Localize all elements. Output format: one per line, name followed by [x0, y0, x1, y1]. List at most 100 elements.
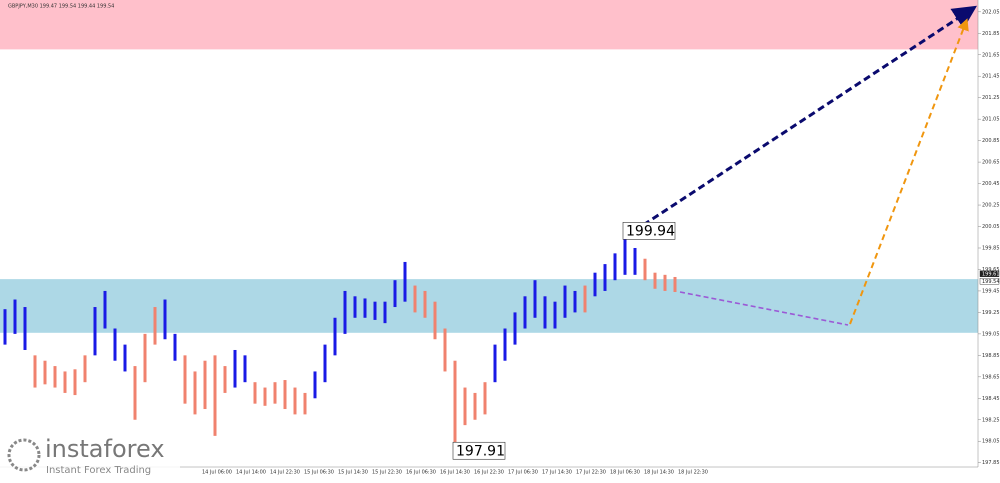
price-bar: [3, 309, 7, 345]
price-bar: [463, 387, 467, 426]
y-tick-label: 197.85: [982, 460, 1000, 466]
price-bar: [483, 382, 487, 415]
y-tick-label: 200.85: [982, 138, 1000, 144]
price-bar: [193, 371, 197, 415]
x-tick-label: 15 Jul 22:30: [372, 470, 402, 476]
price-bar: [333, 317, 337, 356]
x-tick-label: 16 Jul 22:30: [474, 470, 504, 476]
price-bar: [653, 272, 657, 289]
y-tick-label: 198.45: [982, 396, 1000, 402]
annotation-box: [622, 222, 676, 240]
price-bar: [133, 366, 137, 420]
x-tick-label: 14 Jul 22:30: [270, 470, 300, 476]
chart-title: GBPJPY,M30 199.47 199.54 199.44 199.54: [8, 4, 114, 10]
logo-name: instaforex: [45, 435, 165, 463]
price-bar: [53, 366, 57, 388]
price-bar: [203, 360, 207, 410]
price-bar: [213, 355, 217, 436]
price-bar: [253, 382, 257, 404]
price-bar: [303, 392, 307, 415]
y-tick-label: 198.65: [982, 374, 1000, 380]
y-tick-label: 199.85: [982, 245, 1000, 251]
y-tick-label: 199.05: [982, 331, 1000, 337]
price-bar: [453, 360, 457, 457]
y-tick-label: 200.65: [982, 160, 1000, 166]
price-bar: [423, 290, 427, 318]
price-bar: [573, 290, 577, 313]
price-bar: [323, 344, 327, 383]
price-bar: [273, 382, 277, 404]
price-bar: [543, 296, 547, 329]
y-tick-label: 200.05: [982, 224, 1000, 230]
logo: instaforex Instant Forex Trading: [0, 433, 180, 479]
price-bar: [93, 307, 97, 356]
y-tick-label: 200.25: [982, 203, 1000, 209]
price-bar: [363, 298, 367, 318]
forecast-line: [679, 291, 849, 326]
price-bar: [33, 355, 37, 388]
price-bar: [243, 355, 247, 383]
logo-tagline: Instant Forex Trading: [46, 465, 151, 476]
price-bar: [113, 328, 117, 361]
price-bar: [43, 360, 47, 385]
price-bar: [603, 264, 607, 291]
y-tick-label: 199.65: [982, 267, 1000, 273]
price-bar: [313, 371, 317, 399]
price-bar: [233, 349, 237, 388]
price-bar: [513, 312, 517, 345]
price-bar: [143, 333, 147, 383]
price-bar: [533, 280, 537, 318]
x-tick-label: 17 Jul 22:30: [576, 470, 606, 476]
price-tag-label: 199.54: [982, 279, 1000, 285]
y-tick-label: 201.45: [982, 74, 1000, 80]
price-bar: [73, 369, 77, 396]
y-tick-label: 199.25: [982, 310, 1000, 316]
price-bar: [163, 299, 167, 340]
y-tick-label: 198.25: [982, 417, 1000, 423]
x-tick-label: 18 Jul 14:30: [644, 470, 674, 476]
price-bar: [563, 285, 567, 318]
price-bar: [223, 366, 227, 393]
x-tick-label: 14 Jul 06:00: [202, 470, 232, 476]
price-bar: [173, 333, 177, 361]
y-tick-label: 201.25: [982, 95, 1000, 101]
price-bar: [673, 276, 677, 293]
y-tick-label: 199.45: [982, 288, 1000, 294]
price-bar: [263, 387, 267, 406]
x-tick-label: 15 Jul 06:30: [304, 470, 334, 476]
price-bar: [643, 258, 647, 281]
price-tag-label: 199.61: [982, 271, 1000, 277]
price-bar: [343, 290, 347, 334]
price-bar: [83, 355, 87, 383]
y-tick-label: 201.05: [982, 117, 1000, 123]
x-tick-label: 16 Jul 14:30: [440, 470, 470, 476]
price-bar: [553, 301, 557, 329]
price-bar: [63, 371, 67, 393]
price-bar: [523, 296, 527, 329]
annotation: 197.91: [456, 443, 505, 459]
zone: [0, 0, 978, 50]
price-bar: [383, 301, 387, 324]
x-tick-label: 18 Jul 06:30: [610, 470, 640, 476]
logo-icon: [7, 438, 41, 472]
price-bar: [403, 261, 407, 302]
price-bar: [353, 296, 357, 318]
y-tick-label: 202.05: [982, 9, 1000, 15]
x-tick-label: 15 Jul 14:30: [338, 470, 368, 476]
price-bar: [23, 307, 27, 350]
price-bar: [393, 280, 397, 308]
price-bar: [443, 328, 447, 372]
x-tick-label: 17 Jul 14:30: [542, 470, 572, 476]
price-bar: [633, 247, 637, 275]
zone: [0, 279, 978, 333]
price-bar: [493, 344, 497, 383]
price-tag: [979, 270, 1000, 277]
price-bar: [123, 344, 127, 372]
y-tick-label: 198.05: [982, 439, 1000, 445]
price-bar: [103, 290, 107, 329]
y-tick-label: 200.45: [982, 181, 1000, 187]
price-bar: [283, 380, 287, 410]
price-bar: [183, 355, 187, 404]
price-tag: [979, 278, 1000, 285]
